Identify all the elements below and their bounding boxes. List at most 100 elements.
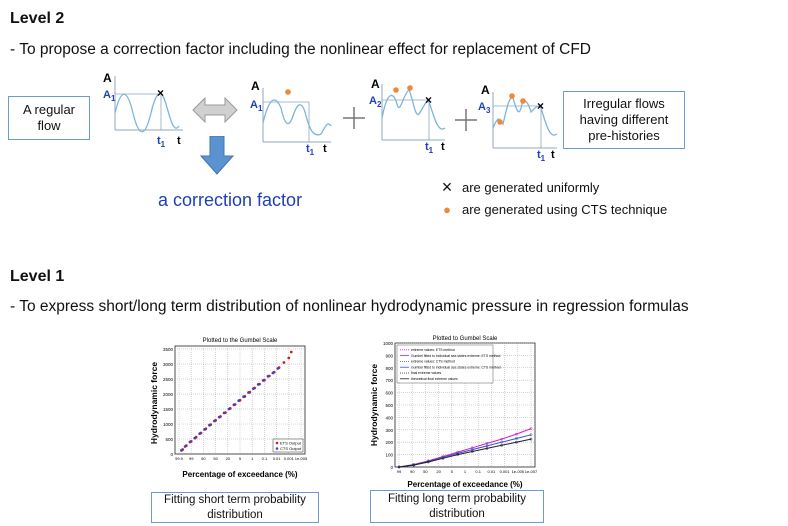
chart2-series-point	[470, 446, 474, 450]
axis-t-label-3: t	[441, 141, 445, 153]
chart1-xtick-label: 0.1	[262, 456, 268, 461]
irregular-flow-line1: Irregular flows	[583, 95, 665, 111]
chart1-cts-point	[212, 419, 216, 423]
chart2-xtick-label: 90	[410, 469, 415, 474]
chart2-legend-entry: Gumbel fitted to individual sea states e…	[411, 354, 500, 358]
chart1-points	[180, 350, 293, 452]
chart1-xtick-label: 0.001	[284, 456, 295, 461]
chart1-ytick-label: 0	[170, 452, 173, 457]
chart1-cts-point	[188, 440, 192, 444]
chart1-xlabel: Percentage of exceedance (%)	[182, 470, 297, 479]
chart1-ylabel: Hydrodynamic force	[149, 362, 159, 444]
chart1-cts-point	[271, 371, 275, 375]
axis-a-label-3: A	[371, 77, 380, 91]
irregular-flow-box: Irregular flows having different pre-his…	[563, 91, 685, 149]
chart2-series-point	[426, 460, 430, 464]
short-term-chart: Plotted to the Gumbel Scale 050010001500…	[149, 338, 308, 479]
chart2-ytick-label: 400	[385, 415, 393, 420]
chart1-legend-cts: CTS Output	[280, 446, 302, 451]
chart2-xtick-label: 1e-007	[525, 469, 538, 474]
chart1-cts-point	[180, 449, 183, 452]
legend-row-dot: ● are generated using CTS technique	[432, 198, 732, 220]
irregular-wave-plot-2: A A2 t1 t ×	[369, 77, 446, 155]
chart2-ytick-label: 900	[385, 353, 393, 358]
chart2-legend-entry: Gumbel fitted to individual sea states e…	[411, 365, 501, 369]
chart1-ytick-label: 2000	[163, 392, 174, 397]
chart1-yticks: 0 500 1000 1500 2000 2500 3000 3500	[163, 347, 174, 457]
chart2-xtick-label: 1e-005	[512, 469, 525, 474]
chart2-series-point	[397, 465, 401, 469]
chart2-series-point	[529, 427, 533, 430]
regular-flow-line1: A regular	[22, 101, 76, 117]
chart1-ytick-label: 3500	[163, 347, 174, 352]
long-term-chart: Plotted to Gumbel Scale 0100200300400500…	[369, 336, 538, 489]
chart1-cts-point	[247, 391, 250, 394]
chart2-legend-entry: theoretical final extreme values	[411, 377, 458, 381]
axis-a-label-1: A	[103, 71, 112, 85]
chart2-series-point	[485, 444, 489, 448]
regular-flow-box: A regular flow	[8, 96, 90, 140]
chart2-legend-entry: extreme values: CTS method	[411, 360, 455, 364]
cross-icon: ×	[441, 176, 453, 197]
chart2-legend-box	[396, 344, 494, 384]
chart2-series-point	[529, 433, 533, 437]
chart2-ytick-label: 1000	[383, 341, 394, 346]
t1-label-3: t1	[425, 141, 434, 155]
chart1-cts-point	[227, 407, 231, 411]
chart1-cts-point	[261, 379, 265, 382]
axis-t-label-2: t	[323, 143, 327, 155]
short-term-caption-box: Fitting short term probability distribut…	[151, 492, 319, 523]
chart1-xtick-label: 0.01	[273, 456, 282, 461]
chart2-xticks: 99 90 50 20 5 1 0.1 0.01 0.001 1e-005 1e-007	[397, 469, 538, 474]
cross-marker-1: ×	[157, 86, 164, 100]
chart2-series-point	[500, 437, 504, 441]
chart2-series-point	[500, 440, 504, 444]
chart1-cts-point	[203, 428, 207, 431]
chart2-yticks: 0 100 200 300 400 500 600 700 800 900 1000	[383, 341, 394, 470]
legend-dot-text: are generated using CTS technique	[462, 201, 668, 217]
chart2-ytick-label: 700	[385, 378, 393, 383]
axis-a-label-2: A	[251, 79, 260, 93]
regular-flow-line2: flow	[37, 118, 61, 133]
a1-label-2: A1	[250, 99, 263, 113]
level2-description: - To propose a correction factor includi…	[10, 41, 591, 58]
chart2-xtick-label: 50	[423, 469, 428, 474]
legend-row-cross: × are generated uniformly	[432, 176, 732, 198]
chart1-ets-point	[287, 356, 291, 360]
chart1-cts-point	[193, 436, 197, 440]
chart2-series-point	[470, 448, 474, 451]
chart2-xtick-label: 1	[464, 469, 467, 474]
chart1-ytick-label: 2500	[163, 377, 174, 382]
chart1-xtick-label: 20	[226, 456, 231, 461]
chart2-series-point	[514, 437, 518, 440]
symbol-legend: × are generated uniformly ● are generate…	[432, 176, 732, 220]
axis-t-label-1: t	[177, 135, 181, 147]
chart2-ytick-label: 0	[390, 465, 393, 470]
long-term-caption-line1: Fitting long term probability	[387, 493, 527, 506]
chart1-ytick-label: 1000	[163, 422, 174, 427]
t1-label-1: t1	[157, 135, 166, 149]
chart1-legend-ets: ETS Output	[280, 441, 302, 446]
chart1-cts-point	[222, 411, 226, 415]
a3-label: A3	[478, 101, 491, 115]
correction-factor-label: a correction factor	[158, 190, 303, 210]
chart2-xtick-label: 99	[397, 469, 402, 474]
chart1-xtick-label: 90	[201, 456, 206, 461]
chart1-xtick-label: 1	[251, 456, 254, 461]
axis-a-label-4: A	[481, 83, 490, 97]
chart2-series-point	[514, 432, 518, 436]
chart1-ytick-label: 1500	[163, 407, 174, 412]
chart2-title: Plotted to Gumbel Scale	[433, 336, 498, 342]
chart1-cts-point	[183, 445, 187, 448]
chart1-ytick-label: 500	[165, 437, 173, 442]
chart1-cts-point	[276, 367, 280, 370]
chart1-cts-point	[242, 395, 246, 399]
chart2-ytick-label: 300	[385, 428, 393, 433]
a2-label: A2	[369, 95, 382, 109]
irregular-flow-line3: pre-histories	[588, 128, 660, 144]
chart1-cts-point	[256, 383, 260, 386]
chart2-ytick-label: 600	[385, 391, 393, 396]
chart2-xtick-label: 20	[436, 469, 441, 474]
chart2-ylabel: Hydrodynamic force	[369, 364, 379, 446]
chart1-xtick-label: 99.9	[175, 456, 184, 461]
